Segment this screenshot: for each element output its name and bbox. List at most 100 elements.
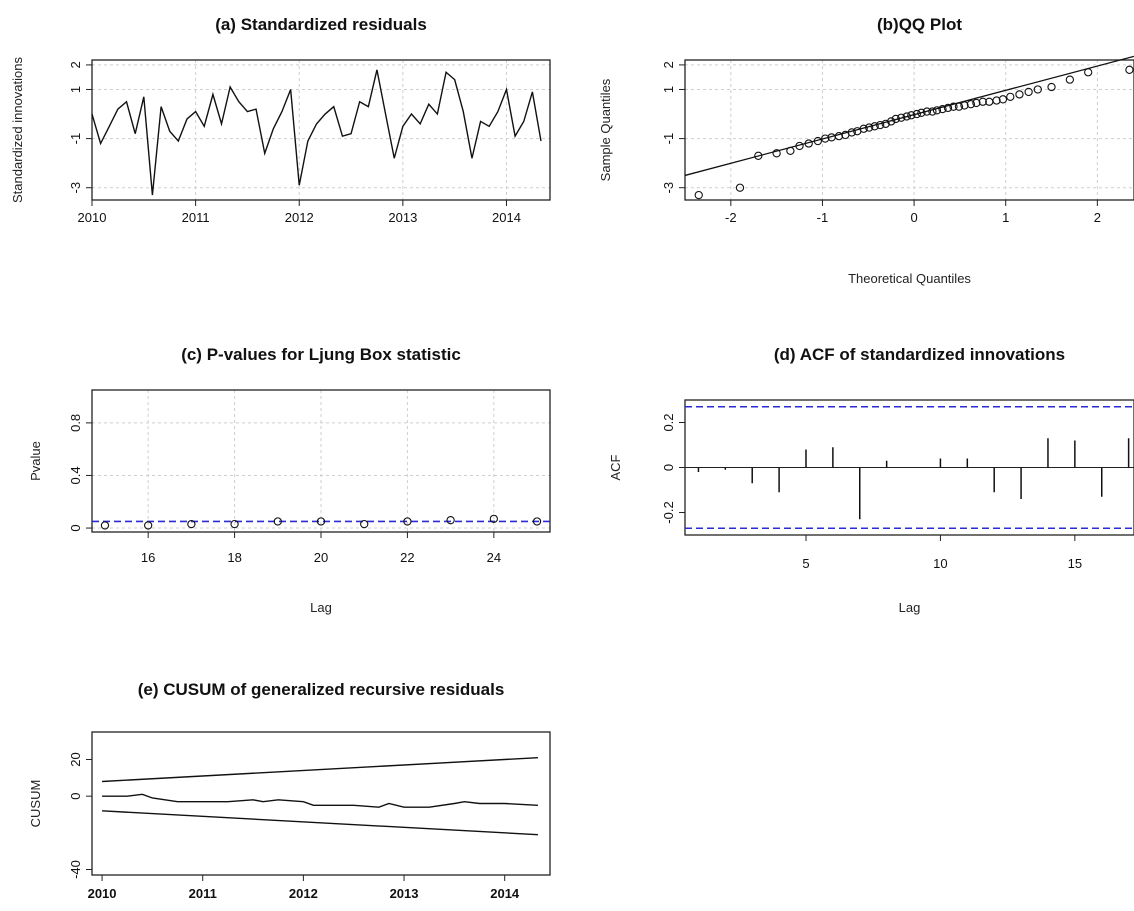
data-point — [998, 95, 1008, 104]
data-point — [360, 519, 369, 529]
x-tick-label: 2 — [1094, 210, 1101, 225]
chart-title: (d) ACF of standardized innovations — [774, 345, 1065, 364]
series-line — [91, 69, 542, 196]
data-point — [932, 106, 942, 115]
data-point — [943, 103, 953, 113]
data-point — [897, 113, 906, 122]
x-tick-label: 24 — [487, 550, 501, 565]
data-point — [859, 124, 868, 133]
y-tick-label: -3 — [661, 182, 676, 194]
y-tick-label: 2 — [68, 61, 83, 68]
y-tick-label: 0 — [68, 793, 83, 800]
data-point — [912, 109, 921, 119]
x-tick-label: 18 — [227, 550, 241, 565]
data-point — [532, 517, 542, 526]
data-point — [273, 517, 282, 526]
x-tick-label: 2010 — [88, 886, 117, 901]
data-point — [1065, 75, 1075, 84]
data-point — [489, 514, 498, 524]
qq-reference-line — [684, 55, 1134, 177]
data-point — [907, 111, 916, 120]
data-point — [902, 112, 911, 121]
y-tick-label: 0.4 — [68, 466, 83, 484]
data-point — [446, 516, 455, 525]
data-point — [938, 104, 947, 114]
data-point — [954, 102, 964, 111]
data-point — [960, 101, 969, 110]
data-point — [144, 521, 153, 530]
data-point — [881, 119, 890, 129]
x-tick-label: 2010 — [78, 210, 107, 225]
data-point — [928, 107, 937, 116]
data-point — [870, 122, 879, 131]
y-tick-label: 0 — [661, 464, 676, 471]
x-tick-label: 2012 — [289, 886, 318, 901]
data-point — [917, 108, 926, 117]
chart-title: (e) CUSUM of generalized recursive resid… — [138, 680, 505, 699]
chart-title: (b)QQ Plot — [877, 15, 962, 34]
data-point — [804, 139, 813, 148]
data-point — [1024, 87, 1033, 97]
x-tick-label: 2014 — [490, 886, 520, 901]
data-point — [187, 519, 196, 529]
data-point — [966, 100, 976, 109]
data-point — [735, 183, 745, 192]
data-point — [813, 136, 823, 146]
data-point — [754, 151, 763, 160]
y-axis-label: Pvalue — [28, 441, 43, 481]
x-tick-label: 2014 — [492, 210, 521, 225]
data-point — [834, 131, 844, 141]
x-tick-label: 0 — [910, 210, 917, 225]
data-point — [821, 134, 830, 143]
chart-panel-e: (e) CUSUM of generalized recursive resid… — [28, 680, 551, 901]
x-tick-label: 22 — [400, 550, 414, 565]
x-axis-label: Theoretical Quantiles — [848, 271, 971, 286]
y-tick-label: 0.8 — [68, 414, 83, 432]
x-tick-label: 5 — [802, 556, 809, 571]
y-axis-label: ACF — [608, 454, 623, 480]
data-point — [922, 107, 932, 116]
x-tick-label: 2013 — [390, 886, 419, 901]
data-point — [847, 128, 856, 137]
y-tick-label: 20 — [68, 752, 83, 766]
x-tick-label: 2013 — [388, 210, 417, 225]
chart-panel-b: (b)QQ Plot -2 -1 0 1 2 -3 -1 1 2 Theoretical Quant… — [598, 15, 1134, 286]
x-tick-label: 10 — [933, 556, 947, 571]
y-tick-label: -40 — [68, 860, 83, 879]
plot-frame — [684, 59, 1134, 201]
x-tick-label: -2 — [725, 210, 737, 225]
data-point — [100, 521, 110, 530]
x-tick-label: 1 — [1002, 210, 1009, 225]
data-point — [992, 96, 1001, 105]
x-tick-label: -1 — [817, 210, 829, 225]
x-tick-label: 16 — [141, 550, 155, 565]
data-point — [403, 517, 412, 526]
data-point — [1033, 85, 1042, 94]
series-line — [102, 810, 538, 836]
data-point — [1015, 90, 1024, 99]
x-axis-label: Lag — [899, 600, 921, 615]
data-point — [786, 146, 795, 156]
y-axis-label: CUSUM — [28, 780, 43, 828]
data-point — [876, 120, 885, 130]
data-point — [891, 114, 900, 124]
data-point — [772, 149, 781, 158]
data-point — [316, 517, 326, 526]
series-line — [102, 793, 538, 808]
y-tick-label: -0.2 — [661, 501, 676, 523]
data-point — [694, 190, 703, 200]
y-axis-label: Sample Quantiles — [598, 78, 613, 181]
x-tick-label: 15 — [1068, 556, 1082, 571]
data-point — [887, 117, 896, 126]
y-tick-label: 1 — [68, 86, 83, 93]
y-tick-label: -3 — [68, 182, 83, 194]
plot-frame — [91, 59, 551, 201]
x-axis-label: Lag — [310, 600, 332, 615]
y-tick-label: -1 — [661, 133, 676, 145]
data-point — [795, 141, 804, 151]
data-point — [865, 123, 874, 132]
x-tick-label: 2012 — [285, 210, 314, 225]
data-point — [1125, 65, 1134, 74]
x-tick-label: 2011 — [189, 886, 217, 901]
